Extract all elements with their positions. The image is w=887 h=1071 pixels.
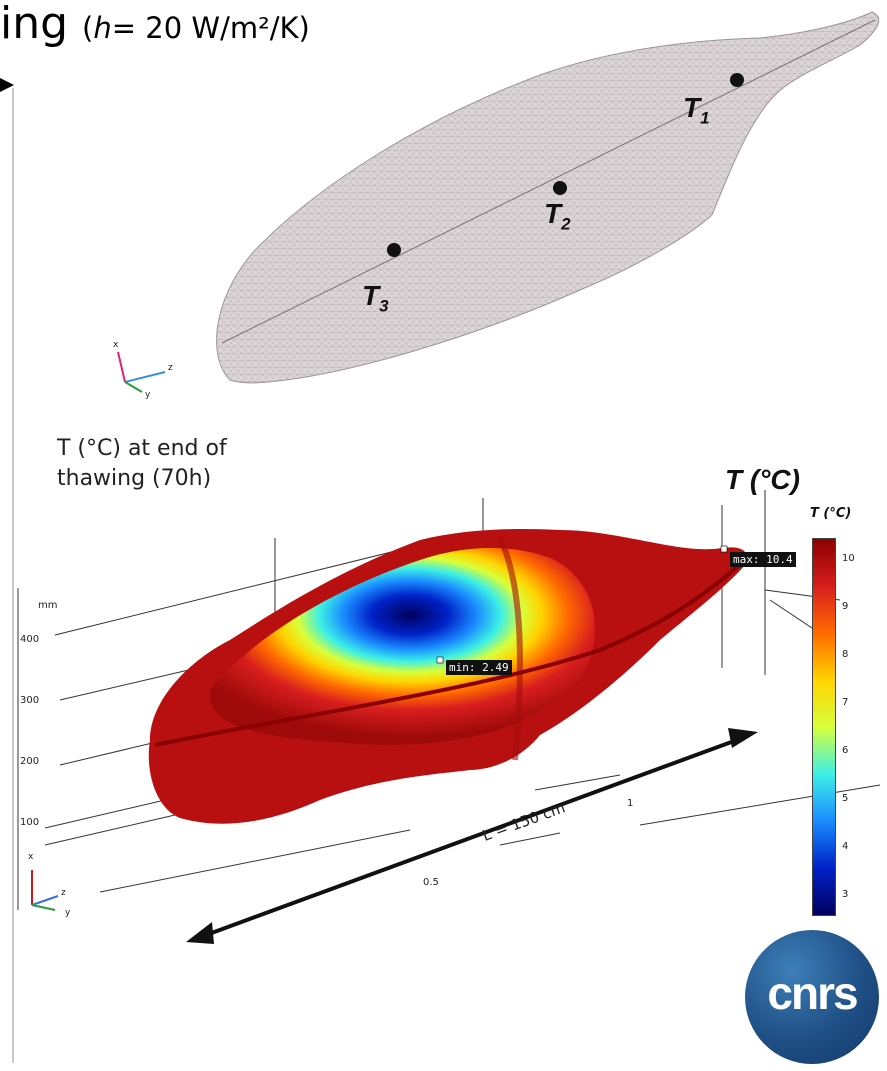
colorbar-tick-label: 4 <box>842 841 849 852</box>
y-tick-300: 300 <box>20 695 40 706</box>
heading-parameter: (h= 20 W/m²/K) <box>82 11 310 45</box>
probe-point-t3 <box>387 243 401 257</box>
thermal-axis-z-label: z <box>61 888 66 898</box>
x-tick-1: 1 <box>627 798 634 809</box>
axis-unit-label: mm <box>38 600 58 611</box>
colorbar-title: T (°C) <box>810 506 852 521</box>
mesh-axis-line <box>221 19 876 344</box>
y-tick-400: 400 <box>20 634 40 645</box>
mesh-axis-z-label: z <box>168 363 173 373</box>
length-arrow <box>186 728 758 944</box>
thermal-interior <box>209 547 595 745</box>
colorbar-tick-label: 5 <box>842 793 849 804</box>
max-value-tag: max: 10.4 <box>730 552 796 567</box>
y-tick-100: 100 <box>20 817 40 828</box>
plot-box-lines <box>17 490 881 910</box>
heading-arrow-icon <box>0 78 14 92</box>
cnrs-logo-text: cnrs <box>767 967 858 1019</box>
colorbar-tick-label: 3 <box>842 889 849 900</box>
probe-point-t2 <box>553 181 567 195</box>
left-panel-border <box>12 88 14 1063</box>
colorbar-tick-label: 7 <box>842 697 849 708</box>
cnrs-logo: cnrs <box>745 930 879 1064</box>
thermal-caption-line2: thawing (70h) <box>57 466 212 491</box>
heading-text: ing <box>0 0 69 49</box>
mesh-axis-triad <box>117 351 166 393</box>
probe-point-t1 <box>730 73 744 87</box>
colorbar-tick-label: 8 <box>842 649 849 660</box>
mesh-body <box>216 11 880 384</box>
thermal-midline <box>154 558 747 747</box>
probe-label-t3: T3 <box>362 280 389 316</box>
colorbar-tick-label: 10 <box>842 553 855 564</box>
colorbar-ticks: 10 9 8 7 6 5 4 3 <box>842 538 882 914</box>
mesh-axis-y-label: y <box>145 390 151 400</box>
colorbar-tick-label: 9 <box>842 601 849 612</box>
thermal-axis-y-label: y <box>65 908 71 918</box>
colorbar <box>812 538 836 916</box>
thermal-caption: T (°C) at end of thawing (70h) <box>57 434 227 494</box>
thermal-big-label: T (°C) <box>725 464 800 495</box>
probe-label-t1: T1 <box>683 92 710 128</box>
probe-label-t2: T2 <box>544 198 571 234</box>
thermal-axis-x-label: x <box>28 852 34 862</box>
colorbar-tick-label: 6 <box>842 745 849 756</box>
min-value-tag: min: 2.49 <box>446 660 512 675</box>
mesh-axis-x-label: x <box>113 340 119 350</box>
x-tick-0-5: 0.5 <box>423 877 439 888</box>
thermal-caption-line1: T (°C) at end of <box>57 436 227 461</box>
thermal-rim-ring <box>497 536 523 761</box>
thermal-axis-triad <box>31 870 59 911</box>
slide-heading: ing (h= 20 W/m²/K) <box>0 0 310 49</box>
min-marker <box>436 656 444 664</box>
y-tick-200: 200 <box>20 756 40 767</box>
max-marker <box>720 545 728 553</box>
